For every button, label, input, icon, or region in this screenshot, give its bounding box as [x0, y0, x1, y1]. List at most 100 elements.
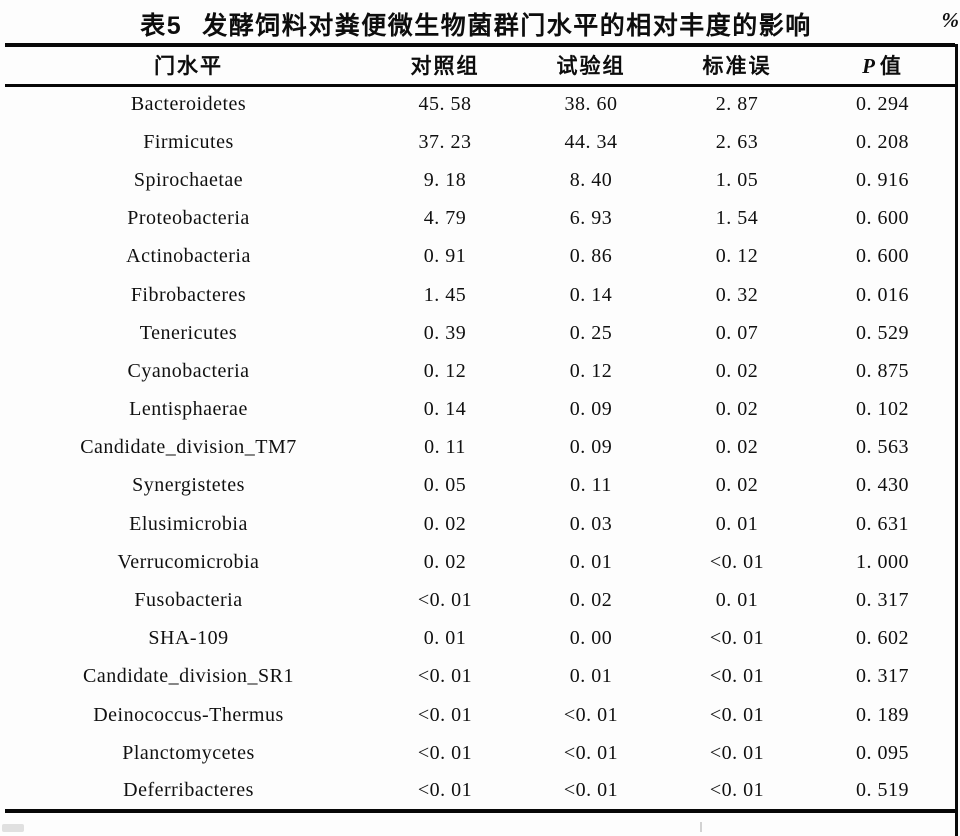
phylum-name-cell: SHA-109 — [148, 627, 229, 650]
phylum-name-cell: Verrucomicrobia — [117, 550, 260, 573]
phylum-name-cell: Candidate_division_SR1 — [83, 665, 294, 688]
sem-value-cell: 2. 87 — [715, 93, 759, 116]
treatment-value-cell: 0. 25 — [569, 321, 613, 344]
table-row: Lentisphaerae 0. 14 0. 09 0. 02 0. 102 — [5, 391, 955, 429]
treatment-value-cell: 38. 60 — [564, 93, 618, 116]
control-value-cell: 0. 01 — [423, 627, 467, 650]
p-value-cell: 0. 875 — [856, 359, 909, 382]
treatment-value-cell: 0. 00 — [569, 627, 613, 650]
p-value-cell: 0. 095 — [856, 741, 909, 764]
table-body: Bacteroidetes 45. 58 38. 60 2. 87 0. 294… — [5, 85, 955, 811]
table-title-text: 发酵饲料对粪便微生物菌群门水平的相对丰度的影响 — [202, 12, 812, 40]
control-value-cell: 45. 58 — [418, 93, 472, 116]
treatment-value-cell: 0. 12 — [569, 359, 613, 382]
p-value-cell: 0. 602 — [856, 627, 909, 650]
phylum-name-cell: Planctomycetes — [122, 741, 255, 764]
scan-edge-line — [955, 44, 958, 836]
phylum-name-cell: Actinobacteria — [126, 245, 251, 268]
table-row: Candidate_division_TM7 0. 11 0. 09 0. 02… — [5, 429, 955, 467]
phylum-name-cell: Fibrobacteres — [130, 283, 247, 306]
treatment-value-cell: 8. 40 — [569, 168, 613, 191]
treatment-value-cell: <0. 01 — [563, 703, 619, 726]
scan-artifact — [2, 824, 24, 832]
sem-value-cell: <0. 01 — [709, 550, 765, 573]
table-row: Cyanobacteria 0. 12 0. 12 0. 02 0. 875 — [5, 352, 955, 390]
control-value-cell: <0. 01 — [417, 589, 473, 612]
table-row: Spirochaetae 9. 18 8. 40 1. 05 0. 916 — [5, 161, 955, 199]
table-row: Bacteroidetes 45. 58 38. 60 2. 87 0. 294 — [5, 85, 955, 123]
treatment-value-cell: 0. 11 — [570, 474, 612, 497]
treatment-value-cell: 0. 01 — [569, 550, 613, 573]
control-value-cell: 0. 91 — [423, 245, 467, 268]
table-row: Planctomycetes <0. 01 <0. 01 <0. 01 0. 0… — [5, 734, 955, 772]
sem-value-cell: 0. 07 — [715, 321, 759, 344]
treatment-value-cell: 0. 09 — [569, 436, 613, 459]
table-number-label: 表5 — [140, 12, 183, 40]
p-value-cell: 0. 916 — [856, 168, 909, 191]
table-row: Deferribacteres <0. 01 <0. 01 <0. 01 0. … — [5, 772, 955, 810]
table-row: Firmicutes 37. 23 44. 34 2. 63 0. 208 — [5, 123, 955, 161]
sem-value-cell: 0. 32 — [715, 283, 759, 306]
control-value-cell: <0. 01 — [417, 778, 473, 801]
control-value-cell: <0. 01 — [417, 741, 473, 764]
control-value-cell: 1. 45 — [423, 283, 467, 306]
control-value-cell: 0. 39 — [423, 321, 467, 344]
sem-value-cell: 2. 63 — [715, 130, 759, 153]
p-value-cell: 0. 102 — [856, 398, 909, 421]
sem-value-cell: <0. 01 — [709, 741, 765, 764]
treatment-value-cell: 0. 02 — [569, 589, 613, 612]
sem-value-cell: <0. 01 — [709, 627, 765, 650]
phylum-name-cell: Lentisphaerae — [129, 398, 248, 421]
table-row: Tenericutes 0. 39 0. 25 0. 07 0. 529 — [5, 314, 955, 352]
treatment-value-cell: 0. 01 — [569, 665, 613, 688]
phylum-name-cell: Elusimicrobia — [129, 512, 248, 535]
treatment-value-cell: <0. 01 — [563, 741, 619, 764]
phylum-name-cell: Candidate_division_TM7 — [80, 436, 297, 459]
table-row: Proteobacteria 4. 79 6. 93 1. 54 0. 600 — [5, 200, 955, 238]
scan-artifact — [700, 822, 702, 832]
control-value-cell: <0. 01 — [417, 703, 473, 726]
sem-value-cell: <0. 01 — [709, 665, 765, 688]
column-header-control: 对照组 — [372, 45, 518, 87]
sem-value-cell: <0. 01 — [709, 778, 765, 801]
sem-value-cell: 0. 02 — [715, 474, 759, 497]
p-value-cell: 0. 294 — [856, 93, 909, 116]
table-row: Deinococcus-Thermus <0. 01 <0. 01 <0. 01… — [5, 696, 955, 734]
p-value-cell: 0. 016 — [856, 283, 909, 306]
phylum-name-cell: Spirochaetae — [133, 168, 244, 191]
treatment-value-cell: 0. 09 — [569, 398, 613, 421]
phylum-name-cell: Synergistetes — [132, 474, 245, 497]
phylum-name-cell: Deinococcus-Thermus — [93, 703, 284, 726]
table-row: Actinobacteria 0. 91 0. 86 0. 12 0. 600 — [5, 238, 955, 276]
p-value-cell: 0. 529 — [856, 321, 909, 344]
table-row: Verrucomicrobia 0. 02 0. 01 <0. 01 1. 00… — [5, 543, 955, 581]
phylum-name-cell: Tenericutes — [139, 321, 238, 344]
p-value-cell: 0. 430 — [856, 474, 909, 497]
phylum-name-cell: Firmicutes — [143, 130, 234, 153]
control-value-cell: 0. 02 — [423, 512, 467, 535]
sem-value-cell: 0. 01 — [715, 512, 759, 535]
table-row: Fusobacteria <0. 01 0. 02 0. 01 0. 317 — [5, 581, 955, 619]
column-header-phylum: 门水平 — [5, 45, 372, 87]
sem-value-cell: 0. 12 — [715, 245, 759, 268]
control-value-cell: <0. 01 — [417, 665, 473, 688]
p-value-cell: 0. 189 — [856, 703, 909, 726]
p-value-cell: 0. 600 — [856, 207, 909, 230]
control-value-cell: 0. 14 — [423, 398, 467, 421]
control-value-cell: 4. 79 — [423, 207, 467, 230]
p-value-cell: 0. 317 — [856, 589, 909, 612]
sem-value-cell: 0. 02 — [715, 359, 759, 382]
phylum-name-cell: Deferribacteres — [123, 778, 254, 801]
phylum-name-cell: Cyanobacteria — [127, 359, 250, 382]
sem-value-cell: <0. 01 — [709, 703, 765, 726]
control-value-cell: 0. 05 — [423, 474, 467, 497]
treatment-value-cell: 0. 86 — [569, 245, 613, 268]
phylum-name-cell: Proteobacteria — [127, 207, 250, 230]
treatment-value-cell: 0. 14 — [569, 283, 613, 306]
phylum-name-cell: Bacteroidetes — [130, 93, 247, 116]
control-value-cell: 0. 02 — [423, 550, 467, 573]
p-value-cell: 0. 563 — [856, 436, 909, 459]
